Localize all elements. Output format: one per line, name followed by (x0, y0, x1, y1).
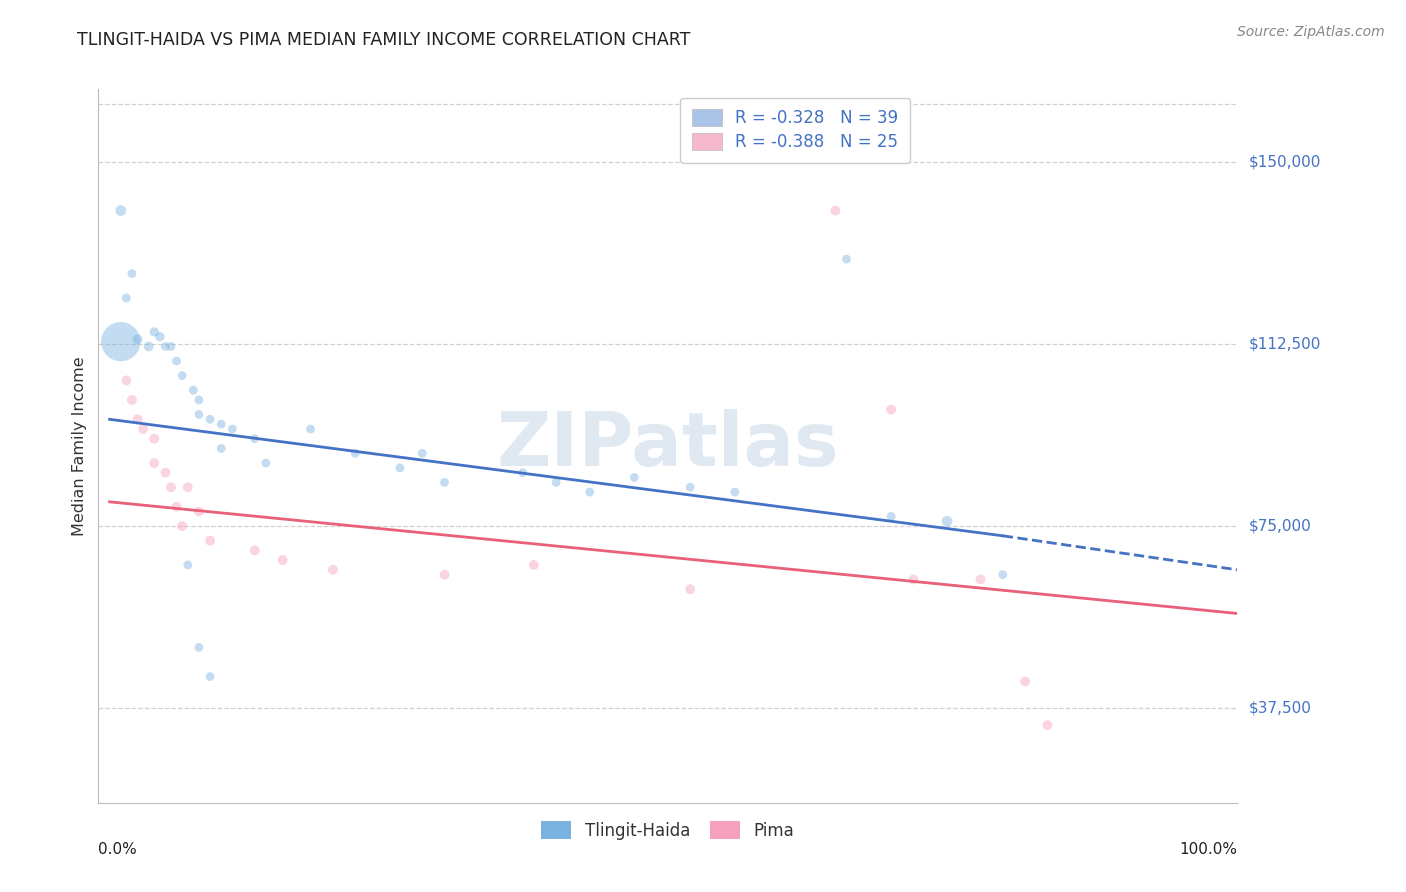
Point (724, 485, 747, 500)
Point (121, 392, 143, 407)
Point (166, 354, 188, 368)
Point (143, 456, 166, 470)
Text: $112,500: $112,500 (1249, 336, 1320, 351)
Point (388, 460, 411, 475)
Point (166, 500, 188, 514)
Point (143, 325, 166, 339)
Point (132, 422, 155, 436)
Point (155, 466, 177, 480)
Point (110, 203, 132, 218)
Point (177, 480, 200, 494)
Point (243, 543, 266, 558)
Point (411, 446, 433, 460)
Point (903, 573, 925, 587)
Point (523, 558, 546, 572)
Text: $75,000: $75,000 (1249, 518, 1312, 533)
Point (110, 334, 132, 349)
Point (115, 291, 138, 305)
Point (198, 670, 221, 684)
Point (127, 412, 149, 426)
Point (512, 466, 534, 480)
Point (344, 446, 367, 460)
Point (546, 475, 568, 490)
Point (149, 330, 172, 344)
Point (243, 432, 266, 446)
Text: TLINGIT-HAIDA VS PIMA MEDIAN FAMILY INCOME CORRELATION CHART: TLINGIT-HAIDA VS PIMA MEDIAN FAMILY INCO… (77, 31, 690, 49)
Point (880, 402, 903, 417)
Point (138, 339, 160, 353)
Point (679, 582, 702, 597)
Point (160, 339, 183, 353)
Point (835, 252, 858, 266)
Point (127, 332, 149, 346)
Point (1014, 674, 1036, 689)
Point (433, 475, 456, 490)
Point (322, 563, 344, 577)
Point (121, 267, 143, 281)
Point (115, 374, 138, 388)
Point (160, 480, 183, 494)
Y-axis label: Median Family Income: Median Family Income (72, 356, 87, 536)
Text: Source: ZipAtlas.com: Source: ZipAtlas.com (1237, 25, 1385, 39)
Point (155, 339, 177, 353)
Point (209, 442, 232, 456)
Legend: Tlingit-Haida, Pima: Tlingit-Haida, Pima (533, 814, 803, 848)
Point (172, 519, 194, 533)
Point (623, 470, 645, 484)
Text: $150,000: $150,000 (1249, 154, 1320, 169)
Point (187, 640, 209, 655)
Point (254, 456, 277, 470)
Point (991, 567, 1014, 582)
Point (824, 203, 846, 218)
Text: 100.0%: 100.0% (1180, 842, 1237, 857)
Point (198, 533, 221, 548)
Point (271, 553, 294, 567)
Point (187, 392, 209, 407)
Text: 0.0%: 0.0% (98, 842, 138, 857)
Text: ZIPatlas: ZIPatlas (496, 409, 839, 483)
Point (679, 480, 702, 494)
Point (936, 514, 959, 528)
Point (172, 368, 194, 383)
Point (187, 504, 209, 518)
Point (177, 558, 200, 572)
Point (198, 412, 221, 426)
Point (578, 485, 600, 500)
Point (183, 383, 205, 397)
Point (143, 432, 166, 446)
Point (880, 509, 903, 524)
Point (187, 408, 209, 422)
Point (969, 573, 991, 587)
Text: $37,500: $37,500 (1249, 700, 1312, 715)
Point (221, 422, 243, 436)
Point (433, 567, 456, 582)
Point (299, 422, 322, 436)
Point (209, 417, 232, 432)
Point (1036, 718, 1059, 732)
